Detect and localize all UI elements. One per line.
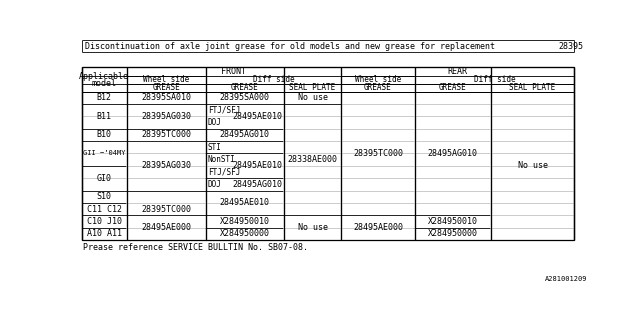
- Text: 28495AE000: 28495AE000: [141, 223, 191, 232]
- Text: Wheel side: Wheel side: [355, 76, 401, 84]
- Text: 28395AG030: 28395AG030: [141, 112, 191, 121]
- Text: 28495AG010: 28495AG010: [428, 149, 478, 158]
- Text: Prease reference SERVICE BULLTIN No. SB07-08.: Prease reference SERVICE BULLTIN No. SB0…: [83, 243, 308, 252]
- Text: No use: No use: [298, 223, 328, 232]
- Text: 28495AG010: 28495AG010: [220, 130, 269, 140]
- Text: FRONT: FRONT: [221, 67, 246, 76]
- Text: FTJ/SFJ: FTJ/SFJ: [208, 106, 240, 115]
- Text: C10 J10: C10 J10: [86, 217, 122, 226]
- Text: Diff side: Diff side: [253, 76, 294, 84]
- Text: REAR: REAR: [448, 67, 468, 76]
- Text: 28395AG030: 28395AG030: [141, 161, 191, 170]
- Text: X284950010: X284950010: [220, 217, 269, 226]
- Text: FTJ/SFJ: FTJ/SFJ: [208, 168, 240, 177]
- Text: B10: B10: [97, 130, 111, 140]
- Text: GI0: GI0: [97, 174, 111, 183]
- Text: Wheel side: Wheel side: [143, 76, 189, 84]
- Text: 28395TC000: 28395TC000: [141, 205, 191, 214]
- Text: GREASE: GREASE: [231, 83, 259, 92]
- Text: GII −’04MY: GII −’04MY: [83, 150, 125, 156]
- Text: model: model: [92, 78, 116, 88]
- Text: 28395SA010: 28395SA010: [141, 93, 191, 102]
- Text: 28495AE010: 28495AE010: [232, 112, 282, 121]
- Text: Discontinuation of axle joint grease for old models and new grease for replaceme: Discontinuation of axle joint grease for…: [84, 42, 495, 51]
- Text: X284950000: X284950000: [428, 229, 478, 238]
- Text: A10 A11: A10 A11: [86, 229, 122, 238]
- Text: 28395TC000: 28395TC000: [353, 149, 403, 158]
- Text: SEAL PLATE: SEAL PLATE: [289, 83, 335, 92]
- Text: NonSTI: NonSTI: [208, 155, 236, 164]
- Text: 28495AE010: 28495AE010: [232, 161, 282, 170]
- Text: No use: No use: [298, 93, 328, 102]
- Text: 28338AE000: 28338AE000: [287, 155, 337, 164]
- Text: S10: S10: [97, 192, 111, 201]
- Text: C11 C12: C11 C12: [86, 205, 122, 214]
- Text: Diff side: Diff side: [474, 76, 515, 84]
- Text: 28395: 28395: [558, 42, 583, 51]
- Text: GREASE: GREASE: [364, 83, 392, 92]
- Text: STI: STI: [208, 143, 221, 152]
- Text: 28395SA000: 28395SA000: [220, 93, 269, 102]
- Text: No use: No use: [518, 161, 548, 170]
- Text: 28395TC000: 28395TC000: [141, 130, 191, 140]
- Text: 28495AE000: 28495AE000: [353, 223, 403, 232]
- Text: B12: B12: [97, 93, 111, 102]
- Text: 28495AG010: 28495AG010: [232, 180, 282, 189]
- Text: DOJ: DOJ: [208, 180, 221, 189]
- Text: A281001209: A281001209: [545, 276, 588, 282]
- Text: Applicable: Applicable: [79, 72, 129, 81]
- Text: B11: B11: [97, 112, 111, 121]
- Text: SEAL PLATE: SEAL PLATE: [509, 83, 556, 92]
- Text: 28495AE010: 28495AE010: [220, 198, 269, 207]
- Text: X284950000: X284950000: [220, 229, 269, 238]
- Text: GREASE: GREASE: [152, 83, 180, 92]
- Text: DOJ: DOJ: [208, 118, 221, 127]
- Text: GREASE: GREASE: [439, 83, 467, 92]
- Text: X284950010: X284950010: [428, 217, 478, 226]
